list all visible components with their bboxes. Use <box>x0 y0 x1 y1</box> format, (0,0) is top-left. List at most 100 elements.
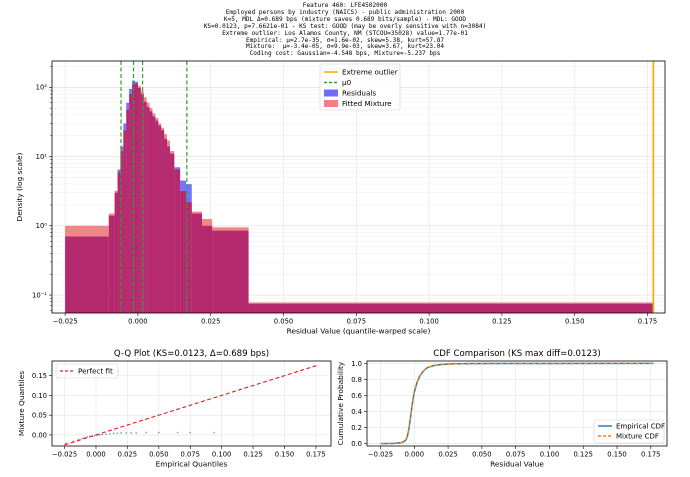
y-tick-label: 10⁰ <box>36 222 48 230</box>
residual-bar <box>146 106 150 313</box>
x-tick-label: 0.000 <box>128 318 147 326</box>
qq-point <box>64 442 67 445</box>
x-tick-label: 0.025 <box>201 318 220 326</box>
legend-swatch <box>324 89 338 97</box>
residual-bar <box>65 236 109 313</box>
x-tick-label: −0.025 <box>53 318 78 326</box>
header-line: KS=0.0123, p=7.6621e-01 - KS test: GOOD … <box>203 22 487 30</box>
legend-label: Fitted Mixture <box>342 99 392 108</box>
x-tick-label: 0.025 <box>118 451 137 459</box>
y-tick-label: 10⁻¹ <box>32 291 47 299</box>
residual-bar <box>114 192 118 313</box>
y-tick-label: 0.15 <box>32 372 47 380</box>
mixture-cdf-line <box>380 362 654 445</box>
residual-excess-bar <box>134 81 138 84</box>
x-tick-label: 0.100 <box>540 451 559 459</box>
residual-bar <box>164 138 168 313</box>
subplot-title: Q-Q Plot (KS=0.0123, Δ=0.689 bps) <box>114 349 269 359</box>
residual-excess-bar <box>129 88 133 95</box>
x-tick-label: 0.175 <box>641 451 660 459</box>
x-axis-label: Empirical Quantiles <box>156 460 228 469</box>
residual-bar <box>120 151 124 313</box>
y-tick-label: 0.10 <box>32 392 47 400</box>
qq-point <box>108 432 111 435</box>
qq-point <box>176 431 179 434</box>
legend-label: Residuals <box>342 89 376 98</box>
x-tick-label: 0.150 <box>275 451 294 459</box>
residual-excess-bar <box>174 167 181 170</box>
header-line: Extreme outlier: Los Alamos County, NM (… <box>222 29 468 37</box>
residual-bar <box>161 130 165 313</box>
legend-label: Empirical CDF <box>616 423 665 431</box>
axes-frame <box>366 360 668 447</box>
x-tick-label: −0.025 <box>52 451 77 459</box>
qq-point <box>145 431 148 434</box>
residual-bar <box>149 111 153 313</box>
residual-excess-bar <box>123 123 127 131</box>
x-tick-label: 0.175 <box>306 451 325 459</box>
residual-bar <box>212 230 249 313</box>
residual-bar <box>137 87 141 313</box>
x-tick-label: 0.050 <box>274 318 293 326</box>
residual-bar <box>169 153 175 313</box>
residual-bar <box>201 225 213 313</box>
residual-bar <box>126 109 130 313</box>
residual-bar <box>191 213 202 313</box>
qq-point <box>98 434 101 436</box>
residual-excess-bar <box>185 184 192 203</box>
residual-bar <box>117 171 121 313</box>
y-tick-label: 1.0 <box>351 360 362 368</box>
header-line: Empirical: μ=2.7e-35, σ=1.6e-02, skew=5.… <box>245 36 445 44</box>
header-line: Coding cost: Gaussian=-4.548 bps, Mixtur… <box>249 50 441 58</box>
residual-excess-bar <box>117 169 121 172</box>
qq-point <box>213 431 216 434</box>
x-tick-label: 0.100 <box>212 451 231 459</box>
legend-label: Extreme outlier <box>342 68 398 77</box>
residual-excess-bar <box>120 146 124 152</box>
x-tick-label: 0.150 <box>607 451 626 459</box>
qq-point <box>93 434 96 437</box>
residual-bar <box>143 101 147 313</box>
y-axis-label: Cumulative Probability <box>336 361 345 445</box>
y-tick-label: 0.2 <box>351 424 362 432</box>
qq-point <box>125 432 128 434</box>
axes-frame <box>51 360 332 447</box>
y-tick-label: 10¹ <box>36 153 48 161</box>
legend-swatch <box>324 100 338 107</box>
residual-bar <box>158 125 162 313</box>
y-tick-label: 0.8 <box>351 376 362 384</box>
qq-point <box>81 437 84 440</box>
x-tick-label: 0.075 <box>506 451 525 459</box>
subplot-title: CDF Comparison (KS max diff=0.0123) <box>433 349 601 359</box>
axes-frame <box>51 60 666 314</box>
y-axis-label: Mixture Quantiles <box>17 371 26 436</box>
header-line: Feature 460: LFE4502000 <box>302 2 388 9</box>
residual-bar <box>248 303 654 313</box>
residual-excess-bar <box>126 102 130 110</box>
cdf-panel: −0.025 0.000 0.025 0.050 0.075 0.100 0.125 0.15… <box>336 349 668 469</box>
perfect-fit-line <box>64 364 319 446</box>
residual-bar <box>185 202 192 313</box>
y-axis-label: Density (log scale) <box>15 152 24 221</box>
x-tick-label: 0.050 <box>472 451 491 459</box>
residual-bar <box>129 94 133 314</box>
x-tick-label: 0.100 <box>419 318 438 326</box>
qq-point <box>189 431 192 434</box>
x-tick-label: 0.125 <box>492 318 511 326</box>
x-axis-label: Residual Value (quantile-warped scale) <box>287 327 431 336</box>
header-line: Mixture: μ=-3.4e-05, σ=9.9e-03, skew=3.6… <box>245 43 445 51</box>
residual-bar <box>174 169 181 313</box>
legend-box <box>319 63 401 111</box>
qq-point <box>120 432 123 434</box>
qq-point <box>105 433 107 436</box>
qq-point <box>112 432 115 435</box>
qq-point <box>157 431 160 434</box>
x-tick-label: 0.075 <box>181 451 200 459</box>
x-axis-label: Residual Value <box>490 460 544 469</box>
x-tick-label: 0.075 <box>347 318 366 326</box>
residual-bar <box>167 146 170 313</box>
y-tick-label: 0.05 <box>32 412 47 420</box>
x-tick-label: 0.025 <box>438 451 457 459</box>
residual-bar <box>108 215 115 313</box>
